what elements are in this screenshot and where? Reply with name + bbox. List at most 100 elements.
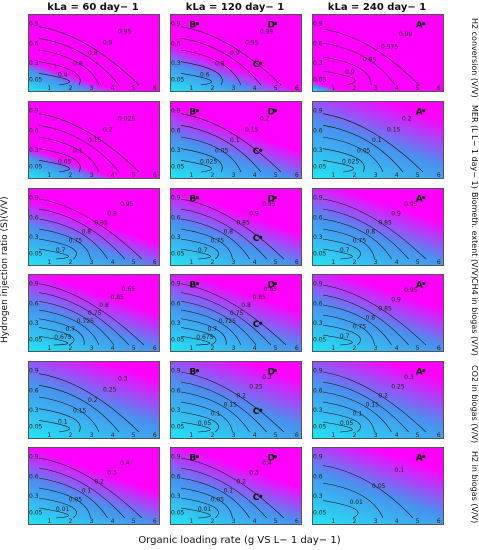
contour-label: 0.05 [215, 148, 229, 155]
contour-label: 0.4 [58, 71, 68, 78]
panel-fill [171, 15, 301, 91]
x-tick-label: 5 [132, 345, 136, 351]
y-tick-label: 0.05 [29, 337, 43, 344]
point-label: B [189, 21, 196, 31]
point-marker [195, 455, 200, 459]
contour-label: 0.15 [224, 402, 238, 409]
panel-fill [29, 448, 159, 524]
x-tick-label: 2 [353, 345, 357, 351]
point-label: D [267, 454, 274, 464]
contour-line [38, 507, 69, 519]
contour-label: 0.05 [340, 420, 354, 427]
contour-line [38, 113, 140, 173]
contour-line [38, 248, 69, 260]
row-title: H2 in biogas (V/V) [470, 451, 479, 524]
contour-line [38, 292, 130, 346]
contour-label: 0.85 [253, 294, 267, 301]
contour-label: 0.01 [56, 506, 70, 513]
contour-label: 0.1 [230, 137, 240, 144]
point-label: C [253, 407, 260, 417]
y-tick-label: 0.6 [171, 473, 181, 480]
contour-line [38, 160, 70, 173]
x-tick-label: 2 [353, 518, 357, 524]
panel-svg: 0.01 0.05 0.1 1 2 3 4 5 6 0.05 0.3 0.6 0.9 A [313, 448, 443, 524]
y-tick-label: 0.6 [171, 127, 181, 134]
contour-line [322, 324, 361, 346]
x-tick-label: 3 [232, 432, 236, 438]
point-marker [273, 455, 278, 459]
contour-panel: 0.025 0.05 0.1 0.15 0.2 1 2 3 4 5 6 0.05 0.3 0.6 0.9 A [312, 101, 444, 179]
contour-line [322, 228, 375, 260]
y-tick-label: 0.9 [171, 108, 181, 115]
row-title: CO2 in biogas (V/V) [470, 365, 479, 444]
contour-label: 0.9 [391, 210, 401, 217]
x-tick-label: 5 [416, 518, 420, 524]
x-tick-label: 5 [132, 172, 136, 178]
contour-line [322, 148, 365, 173]
contour-line [38, 373, 140, 433]
x-axis-label: Organic loading rate (g VS L− 1 day− 1) [138, 535, 341, 546]
x-tick-label: 5 [132, 432, 136, 438]
x-tick-label: 2 [69, 345, 73, 351]
contour-line [322, 334, 353, 346]
x-tick-label: 2 [353, 172, 357, 178]
x-tick-label: 5 [132, 518, 136, 524]
panel-svg: 0.70.750.80.850.90.951 2 3 4 5 60.050.30.60.9… [171, 189, 301, 265]
row-title: H2 conversion (V/V) [470, 18, 479, 98]
y-tick-label: 0.9 [171, 281, 181, 288]
point-label: C [253, 147, 260, 157]
y-tick-label: 0.05 [171, 424, 185, 431]
x-tick-label: 1 [331, 345, 335, 351]
y-tick-label: 0.3 [171, 320, 181, 327]
contour-label: 0.1 [82, 488, 92, 495]
contour-panel: 0.05 0.1 0.15 0.2 0.25 0.3 1 2 3 4 5 6 0.05 0.3 0.6 0.9… [170, 361, 302, 439]
contour-line [38, 396, 100, 433]
point-label: B [189, 454, 196, 464]
contour-line [180, 381, 267, 433]
panel-fill [29, 362, 159, 438]
x-tick-label: 4 [253, 432, 257, 438]
contour-label: 0.1 [73, 148, 83, 155]
point-marker [273, 196, 278, 200]
contour-line [38, 26, 140, 86]
y-tick-label: 0.05 [29, 164, 43, 171]
x-tick-label: 3 [374, 172, 378, 178]
x-tick-label: 5 [416, 345, 420, 351]
contour-label: 0.2 [236, 392, 246, 399]
x-tick-label: 1 [331, 259, 335, 265]
y-tick-label: 0.6 [313, 127, 323, 134]
x-tick-label: 4 [395, 85, 399, 91]
contour-label: 0.4 [120, 460, 130, 467]
panel-svg: 0.70.750.80.850.90.951 2 3 4 5 60.050.30.60.9 [29, 189, 159, 265]
contour-line [180, 457, 285, 519]
contour-label: 0.85 [111, 294, 125, 301]
x-tick-label: 5 [416, 172, 420, 178]
x-tick-label: 3 [90, 259, 94, 265]
contour-label: 0.8 [224, 229, 234, 236]
point-marker [422, 282, 426, 286]
contour-line [38, 208, 125, 260]
contour-line [180, 136, 242, 173]
x-tick-label: 4 [253, 518, 257, 524]
contour-line [322, 314, 375, 346]
contour-line [38, 228, 91, 260]
contour-line [180, 507, 211, 519]
x-tick-label: 4 [111, 172, 115, 178]
contour-line [322, 160, 354, 173]
contour-label: 0.6 [73, 61, 83, 68]
contour-line [38, 385, 120, 433]
contour-line [180, 401, 233, 433]
point-label: D [267, 21, 274, 31]
contour-panel: 0.7 0.75 0.8 0.85 0.9 0.95 1 2 3 4 5 6 0.05 0.3 0.6 0.9… [170, 188, 302, 266]
y-tick-label: 0.9 [313, 21, 323, 28]
contour-line [180, 300, 257, 346]
y-tick-label: 0.3 [171, 147, 181, 154]
panel-fill [313, 448, 443, 524]
y-tick-label: 0.9 [171, 368, 181, 375]
x-tick-label: 6 [153, 259, 157, 265]
point-marker [273, 369, 278, 373]
contour-line [180, 26, 282, 86]
y-tick-label: 0.05 [29, 510, 43, 517]
contour-label: 0.65 [264, 286, 278, 293]
